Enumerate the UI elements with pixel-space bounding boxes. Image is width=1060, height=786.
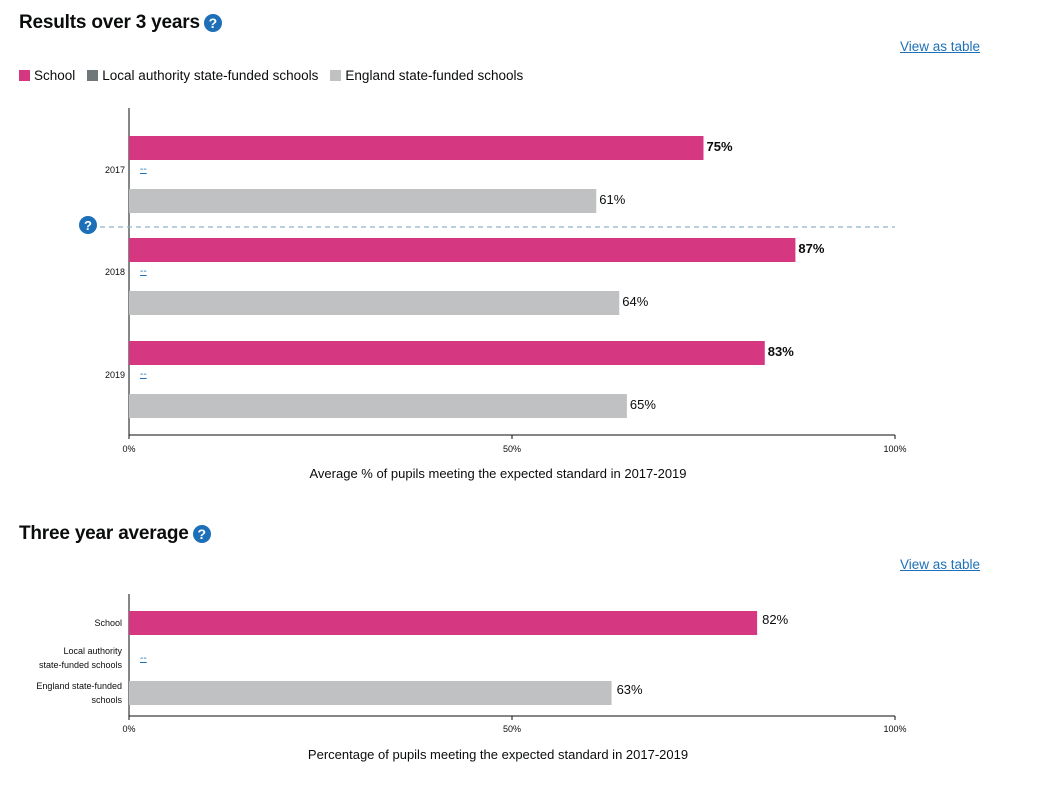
legend-swatch: [87, 70, 99, 81]
view-as-table-link[interactable]: View as table: [900, 39, 981, 54]
legend-item-school: School: [19, 68, 75, 83]
three-year-average-heading-text: Three year average: [19, 523, 189, 544]
missing-data-link[interactable]: --: [140, 266, 147, 277]
x-tick-label: 0%: [122, 444, 135, 454]
x-tick-label: 100%: [883, 724, 906, 734]
y-tick-label: state-funded schools: [39, 660, 123, 670]
three-year-average-heading: Three year average ?: [19, 523, 211, 545]
missing-data-link[interactable]: --: [140, 369, 147, 380]
y-tick-label: schools: [91, 695, 122, 705]
legend-label: Local authority state-funded schools: [102, 68, 319, 83]
help-icon[interactable]: [79, 216, 97, 234]
y-tick-label: Local authority: [63, 646, 122, 656]
help-icon[interactable]: ?: [203, 14, 222, 32]
x-axis-title: Average % of pupils meeting the expected…: [309, 466, 686, 481]
legend-item-local-authority: Local authority state-funded schools: [87, 68, 318, 83]
data-label: 82%: [762, 612, 788, 627]
data-label: 87%: [798, 241, 824, 256]
bar-school: [129, 341, 765, 365]
results-chart: ? 2017 75% -- 61% 2018 87% -- 64% 2019 83% -- 65% 0% 5…: [79, 108, 907, 481]
bar-england: [129, 189, 597, 213]
data-label: 83%: [768, 344, 794, 359]
legend-swatch: [19, 70, 30, 81]
y-tick-label: 2017: [105, 165, 125, 175]
data-label: 63%: [617, 682, 643, 697]
data-label: 65%: [630, 397, 656, 412]
bar: [129, 611, 758, 635]
bar-school: [129, 136, 704, 160]
legend-label: School: [34, 68, 76, 83]
x-axis-title: Percentage of pupils meeting the expecte…: [308, 747, 688, 762]
y-tick-label: 2018: [105, 267, 125, 277]
chart-legend: School Local authority state-funded scho…: [19, 68, 523, 83]
y-tick-label: School: [94, 618, 122, 628]
bar-england: [129, 394, 627, 418]
x-tick-label: 100%: [883, 444, 906, 454]
results-heading: Results over 3 years ?: [19, 12, 222, 34]
legend-swatch: [330, 70, 342, 81]
x-tick-label: 50%: [503, 724, 521, 734]
help-icon-glyph: ?: [84, 218, 92, 233]
data-label: 64%: [622, 294, 648, 309]
data-label: 75%: [707, 139, 733, 154]
legend-label: England state-funded schools: [345, 68, 524, 83]
missing-data-link[interactable]: --: [140, 164, 147, 175]
bar-england: [129, 291, 620, 315]
x-tick-label: 50%: [503, 444, 521, 454]
y-tick-label: 2019: [105, 370, 125, 380]
bar-school: [129, 238, 796, 262]
y-tick-label: England state-funded: [36, 681, 122, 691]
x-tick-label: 0%: [122, 724, 135, 734]
help-icon[interactable]: ?: [192, 525, 211, 543]
bar: [129, 681, 612, 705]
legend-item-england: England state-funded schools: [330, 68, 523, 83]
data-label: 61%: [599, 192, 625, 207]
view-as-table-link[interactable]: View as table: [900, 557, 981, 572]
missing-data-link[interactable]: --: [140, 653, 147, 664]
results-heading-text: Results over 3 years: [19, 12, 200, 33]
